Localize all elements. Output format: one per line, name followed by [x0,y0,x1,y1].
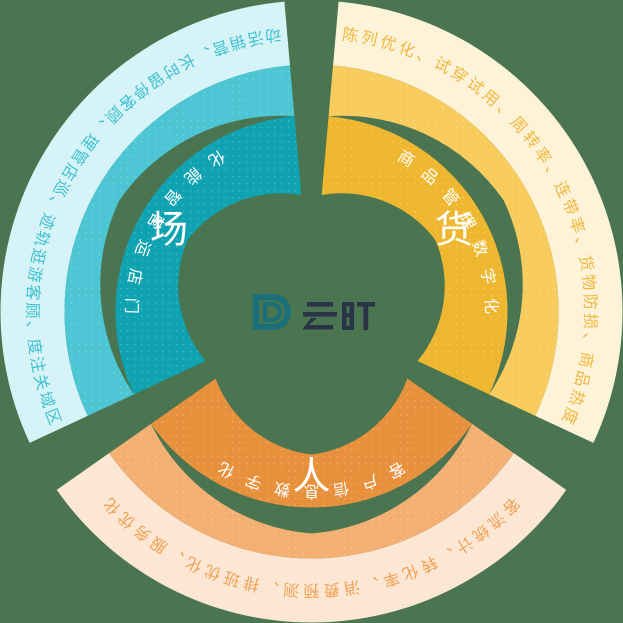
segment-ren[interactable] [56,378,567,623]
svg-text:化: 化 [215,458,238,482]
svg-text:动: 动 [264,25,282,46]
segment-chang-outer-band[interactable] [0,1,290,443]
segment-huo-key-character: 货 [435,207,473,251]
svg-text:、: 、 [23,320,43,337]
svg-text:度: 度 [24,338,45,356]
svg-text:息: 息 [303,482,319,501]
svg-text:轨: 轨 [31,229,54,249]
svg-text:热: 热 [565,387,588,408]
segment-chang-key-character: 场 [150,207,188,251]
svg-text:物: 物 [579,273,600,291]
svg-text:数: 数 [468,237,491,259]
segment-chang-inner-texture [115,116,302,395]
svg-text:长: 长 [176,50,199,74]
svg-text:注: 注 [27,355,49,374]
svg-text:、: 、 [362,573,382,595]
svg-text:字: 字 [477,267,499,286]
svg-text:货: 货 [576,254,597,273]
svg-text:字: 字 [243,470,264,493]
segment-ren-key-character: 人 [292,454,330,498]
segment-huo-outer-label: 陈列优化、试穿试用、周转率、连带率、货物防损、商品热度 [341,25,600,427]
svg-text:连: 连 [550,178,574,201]
svg-text:品: 品 [571,369,593,389]
svg-text:客: 客 [385,458,408,482]
svg-text:损: 损 [581,313,601,330]
segment-chang[interactable] [0,1,302,443]
svg-text:门: 门 [122,298,141,315]
svg-text:数: 数 [273,478,292,499]
svg-text:优: 优 [202,561,224,584]
svg-text:、: 、 [193,42,215,66]
svg-text:活: 活 [246,27,266,49]
svg-text:关: 关 [30,372,52,392]
svg-text:营: 营 [210,36,231,59]
svg-text:顾: 顾 [23,302,42,318]
segment-chang-middle-texture [64,65,295,416]
segment-ren-inner-texture [150,378,473,508]
svg-text:测: 测 [283,580,300,600]
segment-ren-middle-texture [109,423,514,559]
svg-text:排: 排 [241,573,261,595]
segment-huo[interactable] [321,1,623,443]
svg-text:优: 优 [378,32,399,55]
svg-text:化: 化 [396,38,418,61]
svg-text:率: 率 [565,215,588,236]
svg-text:店: 店 [124,267,146,286]
svg-text:、: 、 [414,45,436,69]
svg-text:户: 户 [359,470,380,493]
svg-text:预: 预 [303,581,319,600]
svg-text:、: 、 [579,332,600,350]
svg-text:销: 销 [228,31,248,54]
svg-text:化: 化 [482,298,501,315]
svg-text:逛: 逛 [27,247,49,266]
svg-text:率: 率 [381,567,402,590]
svg-text:巡: 巡 [49,177,73,200]
svg-text:化: 化 [399,561,421,584]
svg-text:陈: 陈 [341,25,360,46]
svg-text:迹: 迹 [36,211,59,232]
segment-huo-middle-texture [328,65,559,416]
svg-text:度: 度 [558,405,582,427]
svg-text:化: 化 [183,553,206,577]
svg-text:转: 转 [418,553,441,577]
svg-text:、: 、 [571,234,593,254]
segment-huo-outer-band[interactable] [333,1,623,443]
svg-text:域: 域 [35,389,58,410]
svg-text:防: 防 [581,293,601,310]
svg-text:消: 消 [342,577,361,598]
svg-text:、: 、 [262,577,281,598]
svg-text:信: 信 [331,478,350,499]
segment-huo-inner-texture [321,116,508,395]
svg-text:带: 带 [558,196,582,218]
svg-text:试: 试 [431,53,454,77]
svg-text:列: 列 [360,28,380,50]
svg-text:、: 、 [42,193,66,215]
svg-text:游: 游 [25,265,46,283]
svg-text:区: 区 [41,406,65,428]
svg-text:费: 费 [323,580,340,600]
svg-text:班: 班 [221,567,242,590]
svg-text:运: 运 [131,237,154,259]
svg-text:商: 商 [576,350,597,369]
segment-ren-outer-band[interactable] [56,453,567,623]
svg-text:客: 客 [23,284,43,301]
